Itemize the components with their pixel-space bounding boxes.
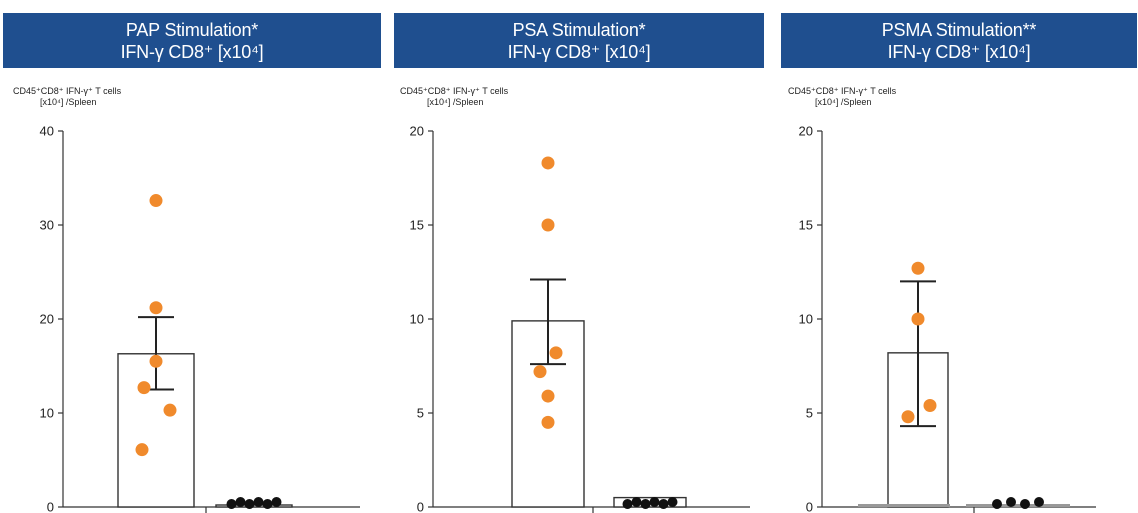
y-tick-label: 0: [47, 500, 54, 513]
y-axis-label-line1: CD45⁺CD8⁺ IFN-γ⁺ T cells: [400, 86, 509, 96]
data-point: [149, 301, 163, 315]
data-point: [262, 499, 273, 509]
y-tick-label: 0: [417, 500, 424, 513]
chart-plot-psma: 0 5 10 15 20: [799, 124, 1096, 513]
data-point: [923, 398, 937, 412]
y-tick-label: 10: [410, 312, 424, 327]
data-point: [992, 499, 1002, 509]
y-axis-label-line1: CD45⁺CD8⁺ IFN-γ⁺ T cells: [788, 86, 897, 96]
bar: [966, 504, 1070, 507]
y-tick-label: 10: [40, 406, 54, 421]
data-point: [658, 499, 669, 509]
data-point: [911, 261, 925, 275]
data-point: [911, 312, 925, 326]
panel-subtitle: IFN-γ CD8⁺ [x10⁴]: [887, 41, 1031, 62]
data-point: [622, 499, 633, 509]
data-point: [149, 194, 163, 208]
y-axis-label-line2: [x10⁴] /Spleen: [427, 97, 484, 107]
data-point: [253, 497, 264, 507]
panel-title: PSMA Stimulation**: [881, 19, 1037, 40]
data-point: [549, 346, 563, 360]
y-axis-label: CD45⁺CD8⁺ IFN-γ⁺ T cells [x10⁴] /Spleen: [400, 86, 508, 108]
data-point: [137, 381, 151, 395]
y-axis-label-line2: [x10⁴] /Spleen: [815, 97, 872, 107]
data-point: [901, 410, 915, 424]
data-point: [533, 365, 547, 379]
data-point: [1006, 497, 1016, 507]
data-point: [631, 497, 642, 507]
data-point: [541, 415, 555, 429]
panel-header: PAP Stimulation* IFN-γ CD8⁺ [x10⁴]: [3, 13, 381, 68]
chart-plot-pap: 0 10 20 30 40: [40, 124, 360, 513]
data-point: [1020, 499, 1030, 509]
data-point: [235, 497, 246, 507]
y-tick-label: 40: [40, 124, 54, 139]
y-axis-label-line2: [x10⁴] /Spleen: [40, 97, 97, 107]
data-point: [649, 497, 660, 507]
panel-header: PSMA Stimulation** IFN-γ CD8⁺ [x10⁴]: [781, 13, 1137, 68]
data-point: [135, 443, 149, 457]
panel-title: PAP Stimulation*: [125, 19, 259, 40]
data-point: [667, 497, 678, 507]
chart-panel-psa: PSA Stimulation* IFN-γ CD8⁺ [x10⁴] CD45⁺…: [390, 0, 764, 513]
y-tick-label: 5: [417, 406, 424, 421]
y-tick-label: 20: [799, 124, 813, 139]
data-point: [271, 497, 282, 507]
data-point: [541, 218, 555, 232]
y-tick-label: 10: [799, 312, 813, 327]
panel-subtitle: IFN-γ CD8⁺ [x10⁴]: [120, 41, 264, 62]
y-tick-label: 15: [799, 218, 813, 233]
data-point: [541, 389, 555, 403]
y-tick-label: 20: [410, 124, 424, 139]
y-tick-label: 0: [806, 500, 813, 513]
y-axis-label: CD45⁺CD8⁺ IFN-γ⁺ T cells [x10⁴] /Spleen: [788, 86, 896, 108]
y-tick-label: 5: [806, 406, 813, 421]
panel-title: PSA Stimulation*: [512, 19, 646, 40]
y-tick-label: 20: [40, 312, 54, 327]
bar-baseline: [858, 504, 950, 507]
data-point: [1034, 497, 1044, 507]
chart-panel-pap: PAP Stimulation* IFN-γ CD8⁺ [x10⁴] CD45⁺…: [0, 0, 381, 513]
y-axis-label-line1: CD45⁺CD8⁺ IFN-γ⁺ T cells: [13, 86, 122, 96]
panel-header: PSA Stimulation* IFN-γ CD8⁺ [x10⁴]: [394, 13, 764, 68]
y-axis-label: CD45⁺CD8⁺ IFN-γ⁺ T cells [x10⁴] /Spleen: [13, 86, 121, 108]
data-point: [541, 156, 555, 170]
data-point: [244, 499, 255, 509]
data-point: [226, 499, 237, 509]
data-point: [149, 354, 163, 368]
chart-plot-psa: 0 5 10 15 20: [410, 124, 750, 513]
data-point: [640, 499, 651, 509]
panel-subtitle: IFN-γ CD8⁺ [x10⁴]: [507, 41, 651, 62]
chart-panel-psma: PSMA Stimulation** IFN-γ CD8⁺ [x10⁴] CD4…: [778, 0, 1137, 513]
y-tick-label: 15: [410, 218, 424, 233]
data-point: [163, 403, 177, 417]
y-tick-label: 30: [40, 218, 54, 233]
